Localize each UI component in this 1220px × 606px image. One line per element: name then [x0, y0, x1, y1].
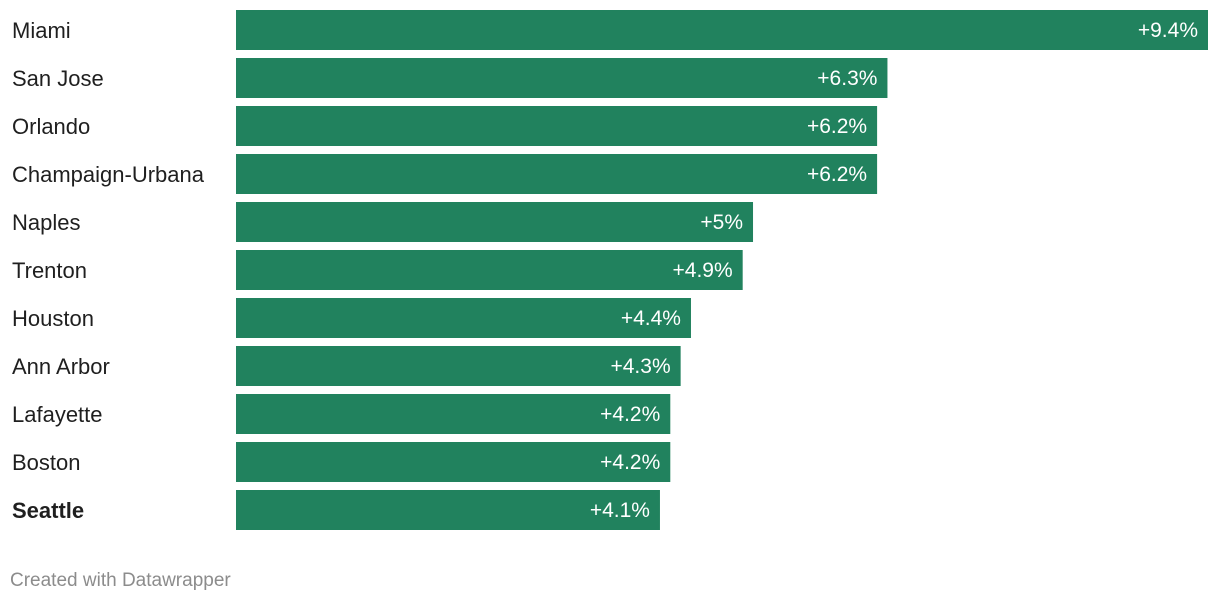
value-label-san-jose: +6.3%: [817, 67, 877, 90]
value-label-ann-arbor: +4.3%: [610, 355, 670, 378]
bar-houston: [236, 298, 691, 338]
value-label-miami: +9.4%: [1138, 19, 1198, 42]
category-label-naples: Naples: [12, 210, 80, 235]
value-label-seattle: +4.1%: [590, 499, 650, 522]
category-label-ann-arbor: Ann Arbor: [12, 354, 110, 379]
bar-orlando: [236, 106, 878, 146]
value-label-lafayette: +4.2%: [600, 403, 660, 426]
category-label-boston: Boston: [12, 450, 81, 475]
category-label-san-jose: San Jose: [12, 66, 104, 91]
bar-naples: [236, 202, 754, 242]
value-label-trenton: +4.9%: [673, 259, 733, 282]
category-label-lafayette: Lafayette: [12, 402, 103, 427]
bar-boston: [236, 442, 671, 482]
category-label-orlando: Orlando: [12, 114, 90, 139]
value-label-houston: +4.4%: [621, 307, 681, 330]
bar-chart: Miami +9.4% San Jose +6.3% Orlando +6.2% Champ…: [12, 10, 1208, 530]
value-label-boston: +4.2%: [600, 451, 660, 474]
bar-champaign-urbana: [236, 154, 878, 194]
bar-ann-arbor: [236, 346, 681, 386]
value-label-naples: +5%: [700, 211, 743, 234]
datawrapper-credit: Created with Datawrapper: [10, 570, 231, 591]
category-label-miami: Miami: [12, 18, 71, 43]
category-label-seattle: Seattle: [12, 498, 84, 523]
category-label-houston: Houston: [12, 306, 94, 331]
category-label-champaign-urbana: Champaign-Urbana: [12, 162, 205, 187]
category-label-trenton: Trenton: [12, 258, 87, 283]
bar-trenton: [236, 250, 743, 290]
bar-lafayette: [236, 394, 671, 434]
bar-seattle: [236, 490, 660, 530]
value-label-champaign-urbana: +6.2%: [807, 163, 867, 186]
bar-san-jose: [236, 58, 888, 98]
bar-miami: [236, 10, 1208, 50]
value-label-orlando: +6.2%: [807, 115, 867, 138]
